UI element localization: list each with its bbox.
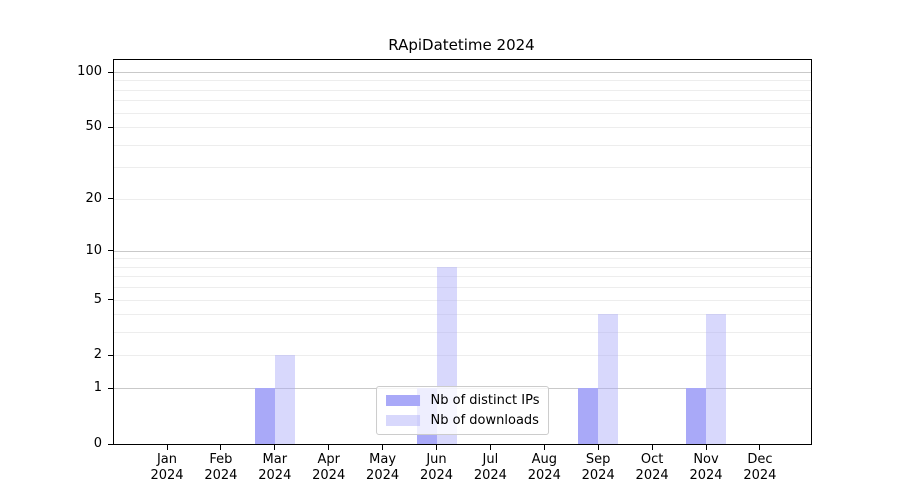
y-tick-mark [108, 126, 114, 128]
legend-swatch-downloads [385, 415, 420, 426]
minor-gridline [114, 276, 811, 278]
y-tick-mark [108, 443, 114, 445]
minor-gridline [114, 299, 811, 301]
x-tick-month: Sep [585, 452, 611, 467]
y-tick-mark [108, 387, 114, 389]
x-tick-mark [489, 444, 491, 450]
bar-distinct-ips-mar [254, 388, 275, 444]
y-tick-label: 0 [93, 436, 102, 451]
bar-distinct-ips-nov [686, 388, 706, 444]
x-tick-month: Dec [747, 452, 773, 467]
minor-gridline [114, 167, 811, 169]
x-tick-month: Aug [531, 452, 557, 467]
y-tick-mark [108, 299, 114, 301]
minor-gridline [114, 258, 811, 260]
x-tick-label: Oct 2024 [622, 452, 682, 484]
minor-gridline [114, 127, 811, 129]
x-tick-month: Nov [693, 452, 719, 467]
x-tick-year: 2024 [473, 468, 507, 483]
bar-downloads-sep [598, 314, 619, 444]
x-tick-month: Apr [317, 452, 340, 467]
x-tick-year: 2024 [635, 468, 669, 483]
x-tick-year: 2024 [419, 468, 454, 483]
x-tick-label: Jan 2024 [137, 452, 197, 484]
bar-downloads-mar [274, 355, 295, 444]
x-tick-year: 2024 [258, 468, 292, 483]
y-tick-label: 20 [85, 190, 102, 206]
y-tick-mark [108, 354, 114, 356]
x-tick-year: 2024 [527, 468, 561, 483]
minor-gridline [114, 314, 811, 316]
x-tick-label: Dec 2024 [730, 452, 790, 484]
minor-gridline [114, 198, 811, 200]
x-tick-month: May [369, 452, 397, 467]
x-tick-mark [436, 444, 437, 450]
y-tick-label: 100 [77, 64, 102, 79]
legend-label-downloads: Nb of downloads [430, 413, 539, 428]
y-tick-mark [108, 71, 114, 73]
x-tick-mark [328, 444, 330, 450]
x-tick-label: Jul 2024 [460, 452, 520, 484]
minor-gridline [114, 332, 811, 334]
x-tick-label: Sep 2024 [568, 452, 628, 484]
x-tick-label: May 2024 [353, 452, 413, 484]
x-tick-year: 2024 [366, 468, 400, 483]
y-tick-label: 1 [93, 380, 102, 396]
x-tick-mark [705, 444, 707, 450]
x-tick-month: Jun [426, 452, 447, 467]
x-tick-year: 2024 [689, 468, 723, 483]
x-tick-label: Aug 2024 [514, 452, 574, 484]
x-tick-year: 2024 [743, 468, 777, 483]
x-tick-label: Jun 2024 [407, 452, 467, 484]
bar-downloads-nov [706, 314, 726, 444]
legend-entry-downloads: Nb of downloads [385, 413, 540, 428]
minor-gridline [114, 266, 811, 268]
x-tick-year: 2024 [581, 468, 615, 483]
minor-gridline [114, 100, 811, 102]
y-tick-label: 2 [93, 347, 102, 363]
x-tick-year: 2024 [150, 468, 184, 483]
x-tick-mark [274, 444, 276, 450]
x-tick-mark [382, 444, 384, 450]
y-tick-label: 10 [85, 242, 102, 258]
legend-swatch-distinct-ips [385, 395, 420, 406]
x-tick-year: 2024 [312, 468, 346, 483]
x-tick-label: Mar 2024 [245, 452, 305, 484]
legend-entry-distinct-ips: Nb of distinct IPs [385, 393, 540, 408]
minor-gridline [114, 89, 811, 91]
x-tick-month: Jul [482, 452, 499, 467]
x-tick-year: 2024 [204, 468, 238, 483]
x-tick-month: Oct [640, 452, 664, 467]
major-gridline [114, 250, 811, 252]
major-gridline [114, 72, 811, 73]
x-tick-month: Mar [262, 452, 288, 467]
minor-gridline [114, 112, 811, 114]
minor-gridline [114, 355, 811, 357]
x-tick-mark [651, 444, 653, 450]
y-tick-label: 5 [93, 291, 102, 307]
x-tick-label: Feb 2024 [191, 452, 251, 484]
y-tick-mark [108, 250, 114, 252]
x-tick-mark [759, 444, 761, 450]
x-tick-month: Feb [209, 452, 233, 467]
legend-label-distinct-ips: Nb of distinct IPs [430, 393, 540, 408]
x-tick-label: Nov 2024 [676, 452, 736, 484]
x-tick-mark [166, 444, 168, 450]
minor-gridline [114, 80, 811, 82]
y-tick-label: 50 [85, 119, 102, 135]
x-tick-mark [543, 444, 545, 450]
x-tick-mark [220, 444, 222, 450]
minor-gridline [114, 144, 811, 146]
minor-gridline [114, 287, 811, 289]
x-tick-mark [597, 444, 599, 450]
x-tick-label: Apr 2024 [299, 452, 359, 484]
bar-distinct-ips-sep [578, 388, 599, 444]
chart-legend: Nb of distinct IPs Nb of downloads [375, 386, 550, 435]
x-tick-month: Jan [156, 452, 178, 467]
chart-title: RApiDatetime 2024 [388, 36, 535, 54]
plot-area: 0 1 2 5 10 20 50 100 Jan 2024 Feb 2024 Mar 2024 Apr 202… [77, 59, 812, 483]
y-tick-mark [108, 198, 114, 200]
